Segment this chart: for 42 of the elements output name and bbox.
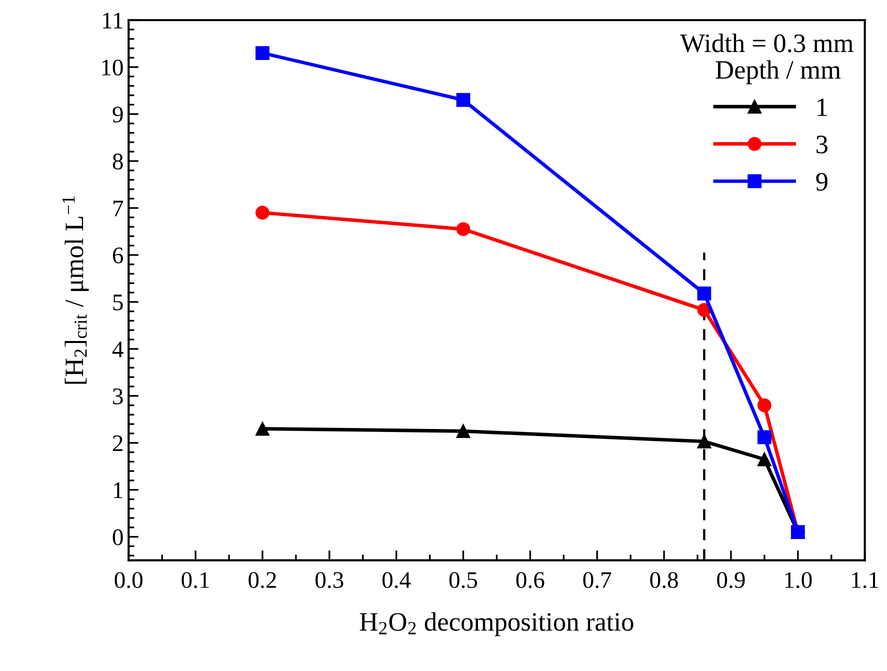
legend-label: 9 [816, 172, 828, 191]
y-tick-label: 6 [112, 248, 124, 264]
x-tick-label: 1.1 [852, 572, 878, 588]
y-tick-label: 2 [112, 435, 122, 452]
x-tick-label: 0.3 [316, 572, 344, 588]
point [697, 286, 712, 300]
y-tick-label: 7 [114, 200, 124, 216]
x-tick-label: 0.9 [717, 572, 745, 588]
y-tick-label: 10 [102, 60, 123, 76]
point [757, 430, 772, 444]
point [456, 424, 470, 438]
x-tick-label: 0.8 [650, 572, 678, 588]
point [697, 434, 712, 448]
annotation: Width = 0.3 mm [680, 34, 854, 52]
y-tick-label: 1 [114, 482, 122, 498]
point [256, 422, 270, 436]
x-tick-label: 0.4 [382, 572, 411, 588]
x-tick-label: 0.1 [182, 572, 209, 588]
y-tick-label: 11 [103, 12, 122, 28]
y-tick-label: 0 [112, 529, 123, 546]
y-tick-label: 9 [112, 106, 123, 122]
y-tick-label: 4 [112, 342, 124, 358]
x-tick-label: 1.0 [785, 572, 812, 588]
y-axis-title: [H$_{2}$]$_{crit}$ / μmol L$^{−1}$ [62, 196, 89, 384]
y-tick-label: 8 [112, 154, 123, 170]
point [456, 222, 470, 236]
point [256, 206, 270, 220]
x-axis-title: H$_{2}$O$_{2}$ decomposition ratio [360, 612, 634, 636]
point [757, 398, 772, 412]
y-tick-label: 5 [113, 294, 123, 310]
x-tick-label: 0.0 [114, 572, 142, 588]
x-tick-label: 0.6 [516, 572, 544, 588]
x-tick-label: 0.2 [248, 572, 276, 588]
x-tick-label: 0.5 [449, 572, 478, 588]
point [757, 452, 772, 466]
y-tick-label: 3 [113, 388, 123, 404]
point [456, 93, 470, 107]
legend-label: 1 [818, 98, 827, 116]
x-tick-label: 0.7 [583, 572, 612, 588]
legend-label: 3 [816, 136, 828, 154]
point [256, 46, 270, 60]
legend-title: Depth / mm [716, 60, 841, 84]
